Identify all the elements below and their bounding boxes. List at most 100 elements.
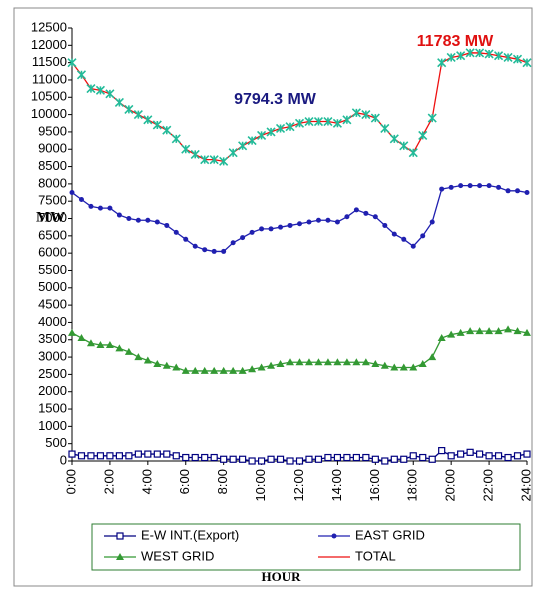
series-line <box>71 184 528 253</box>
marker <box>257 457 266 465</box>
marker <box>286 457 294 465</box>
marker <box>96 340 105 348</box>
marker <box>457 450 465 458</box>
marker <box>313 116 324 127</box>
marker <box>126 216 132 222</box>
x-tick-label: 24:00 <box>518 469 533 502</box>
marker <box>287 222 293 228</box>
marker <box>229 366 238 374</box>
marker <box>428 455 436 463</box>
marker <box>267 455 275 463</box>
marker <box>456 328 465 336</box>
marker <box>467 183 473 189</box>
marker <box>363 210 369 216</box>
x-tick-label: 4:00 <box>139 469 154 494</box>
legend-label: EAST GRID <box>355 527 425 542</box>
marker <box>152 120 162 130</box>
marker <box>145 217 151 223</box>
marker <box>522 58 532 68</box>
marker <box>68 450 76 458</box>
y-tick-label: 3000 <box>38 349 67 364</box>
y-tick-label: 4000 <box>38 314 67 329</box>
marker <box>399 141 409 151</box>
marker <box>210 366 219 374</box>
marker <box>343 453 351 462</box>
marker <box>465 48 475 58</box>
marker <box>418 360 427 368</box>
marker <box>295 358 304 366</box>
marker <box>115 452 123 460</box>
marker <box>523 450 531 458</box>
marker <box>458 183 464 189</box>
y-tick-label: 2000 <box>38 383 67 398</box>
marker <box>248 457 256 465</box>
marker <box>477 183 483 189</box>
marker <box>219 156 229 166</box>
marker <box>116 532 124 540</box>
marker <box>494 327 503 335</box>
marker <box>486 183 492 189</box>
y-tick-label: 6000 <box>38 245 67 260</box>
marker <box>456 51 466 61</box>
marker <box>124 347 133 355</box>
marker <box>503 52 513 63</box>
marker <box>351 108 361 118</box>
y-tick-label: 12000 <box>31 37 67 52</box>
marker <box>352 358 361 366</box>
x-tick-label: 12:00 <box>291 469 306 502</box>
y-axis-label: MW <box>36 209 65 225</box>
marker <box>513 327 522 335</box>
marker <box>370 113 380 123</box>
marker <box>153 360 162 368</box>
x-tick-label: 0:00 <box>63 469 78 494</box>
marker <box>115 344 124 352</box>
marker <box>201 453 209 462</box>
marker <box>68 328 76 336</box>
marker <box>228 148 238 158</box>
marker <box>438 447 446 455</box>
marker <box>380 123 390 134</box>
marker <box>172 363 181 371</box>
marker <box>95 85 106 95</box>
y-tick-label: 11500 <box>32 54 67 69</box>
marker <box>276 360 285 368</box>
marker <box>78 196 84 202</box>
y-tick-label: 0 <box>60 452 67 467</box>
marker <box>238 141 248 151</box>
y-tick-label: 1500 <box>38 400 67 415</box>
marker <box>324 453 332 462</box>
marker <box>362 453 370 462</box>
marker <box>210 453 218 462</box>
marker <box>144 450 152 458</box>
x-tick-label: 14:00 <box>329 469 344 502</box>
y-tick-label: 3500 <box>38 331 67 346</box>
marker <box>200 155 210 165</box>
marker <box>124 104 134 114</box>
marker <box>400 455 408 463</box>
marker <box>181 144 191 154</box>
marker <box>286 358 295 366</box>
marker <box>390 363 399 371</box>
marker <box>77 452 86 460</box>
marker <box>182 453 190 462</box>
marker <box>496 184 502 190</box>
marker <box>448 184 454 190</box>
marker <box>163 450 171 458</box>
marker <box>77 334 86 342</box>
marker <box>504 325 513 333</box>
legend <box>91 523 521 571</box>
marker <box>135 217 141 223</box>
marker <box>372 214 378 220</box>
x-tick-label: 8:00 <box>215 469 230 494</box>
marker <box>352 453 360 462</box>
marker <box>125 452 133 460</box>
marker <box>267 361 276 369</box>
marker <box>306 219 312 225</box>
marker <box>485 327 494 335</box>
marker <box>153 450 161 458</box>
x-tick-label: 22:00 <box>481 469 496 502</box>
x-tick-label: 6:00 <box>177 469 192 494</box>
marker <box>512 54 523 64</box>
y-tick-label: 11000 <box>32 71 67 86</box>
marker <box>106 452 114 460</box>
